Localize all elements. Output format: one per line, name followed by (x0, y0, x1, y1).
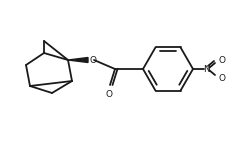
Text: O: O (219, 73, 226, 82)
Text: O: O (89, 56, 96, 65)
Text: O: O (106, 90, 112, 99)
Polygon shape (68, 58, 88, 62)
Text: N: N (204, 65, 210, 73)
Text: O: O (219, 56, 226, 65)
